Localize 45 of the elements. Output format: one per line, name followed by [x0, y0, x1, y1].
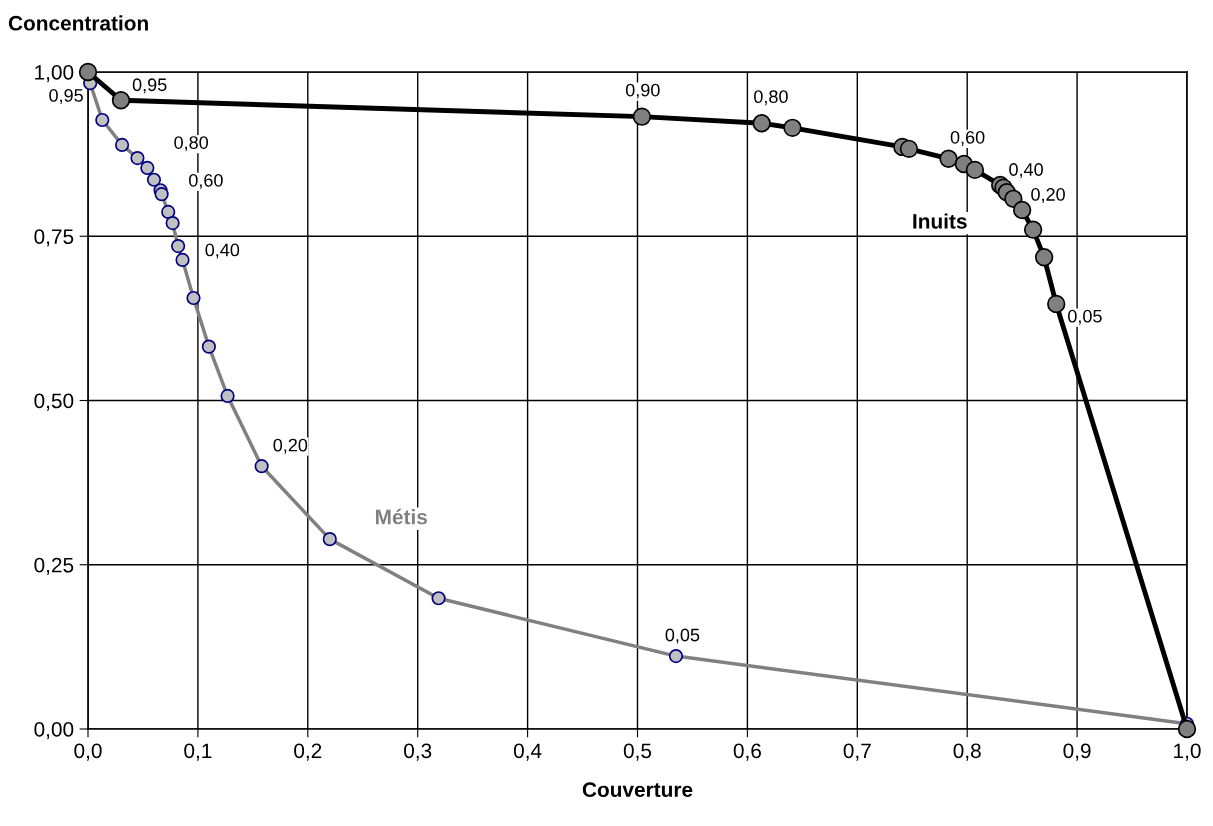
annotation: 0,80 — [174, 136, 208, 152]
point — [1177, 719, 1197, 739]
annotation: 0,95 — [132, 78, 167, 94]
point — [1047, 294, 1066, 314]
x-tick-label: 0,8 — [953, 743, 981, 761]
y-tick-label: 1,00 — [35, 65, 74, 83]
y-tick-label: 0,00 — [34, 722, 74, 740]
annotation: 0,05 — [665, 628, 700, 644]
annotation: 0,80 — [754, 90, 788, 106]
x-axis-title: Couverture — [582, 782, 693, 798]
annotation: 0,60 — [950, 130, 985, 146]
x-tick-label: 1,0 — [1174, 743, 1201, 761]
annotation: 0,90 — [625, 83, 660, 99]
annotation: 0,40 — [205, 243, 240, 259]
point — [752, 114, 771, 133]
x-tick-label: 0,9 — [1063, 743, 1091, 761]
series-label: Inuits — [913, 213, 967, 229]
point — [632, 107, 652, 126]
x-tick-label: 0,1 — [184, 743, 212, 761]
point — [1034, 248, 1054, 267]
point — [939, 149, 958, 168]
x-tick-label: 0,3 — [404, 743, 432, 761]
x-tick-label: 0,7 — [843, 743, 871, 761]
x-tick-label: 0,5 — [623, 743, 652, 761]
x-tick-label: 0,0 — [74, 743, 102, 761]
y-tick-label: 0,50 — [34, 393, 74, 411]
point — [899, 139, 919, 159]
point — [783, 118, 802, 138]
series-label: Métis — [375, 508, 427, 525]
annotation: 0,20 — [273, 438, 308, 454]
annotation: 0,40 — [1009, 163, 1043, 179]
x-tick-label: 0,6 — [733, 743, 761, 761]
y-axis-title: Concentration — [8, 15, 148, 31]
point — [1023, 220, 1043, 239]
y-tick-label: 0,25 — [34, 557, 74, 575]
x-tick-label: 0,4 — [513, 743, 542, 761]
point — [1012, 200, 1032, 220]
y-tick-label: 0,75 — [34, 229, 74, 247]
annotation: 0,60 — [189, 173, 223, 189]
x-tick-label: 0,2 — [294, 743, 322, 761]
point — [111, 91, 131, 110]
annotation: 0,95 — [49, 89, 83, 104]
annotation: 0,20 — [1031, 188, 1065, 203]
annotation: 0,05 — [1068, 309, 1102, 325]
point — [965, 160, 985, 180]
